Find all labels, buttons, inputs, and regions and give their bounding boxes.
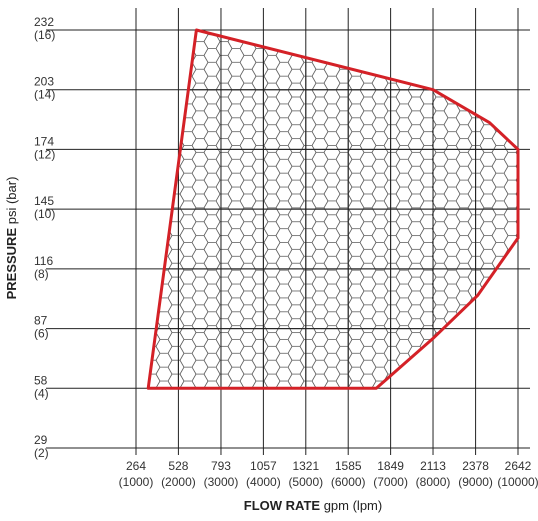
y-tick-bar: (4) (34, 386, 49, 400)
x-tick-label: 2113 (8000) (416, 459, 451, 489)
x-tick-lpm: (2000) (161, 475, 196, 489)
y-tick-bar: (6) (34, 327, 49, 341)
x-axis-label-bold: FLOW RATE (244, 498, 321, 513)
x-tick-gpm: 1849 (377, 459, 404, 473)
x-tick-lpm: (10000) (497, 475, 538, 489)
y-tick-bar: (2) (34, 446, 49, 460)
x-tick-lpm: (4000) (246, 475, 281, 489)
y-tick-bar: (12) (34, 147, 55, 161)
y-tick-bar: (14) (34, 88, 55, 102)
x-tick-gpm: 1585 (335, 459, 362, 473)
x-tick-lpm: (5000) (288, 475, 323, 489)
y-tick-psi: 174 (34, 134, 54, 148)
y-tick-psi: 232 (34, 15, 54, 29)
x-tick-gpm: 1057 (250, 459, 277, 473)
y-tick-psi: 29 (34, 433, 48, 447)
x-tick-label: 264 (1000) (119, 459, 154, 489)
x-tick-label: 1057 (4000) (246, 459, 281, 489)
x-tick-lpm: (9000) (458, 475, 493, 489)
x-tick-gpm: 2642 (505, 459, 532, 473)
operating-region-outline (146, 28, 520, 390)
x-tick-lpm: (7000) (373, 475, 408, 489)
x-tick-gpm: 1321 (292, 459, 319, 473)
y-tick-label: 145(10) (34, 194, 55, 221)
x-tick-label: 2642 (10000) (497, 459, 538, 489)
y-tick-psi: 87 (34, 314, 48, 328)
y-tick-label: 232(16) (34, 15, 55, 42)
x-tick-label: 793 (3000) (204, 459, 239, 489)
y-axis-label-units: psi (bar) (4, 177, 19, 228)
x-axis-label: FLOW RATE gpm (lpm) (244, 498, 382, 513)
y-tick-label: 116(8) (34, 254, 53, 281)
y-tick-bar: (16) (34, 28, 55, 42)
y-tick-label: 203(14) (34, 75, 55, 102)
x-tick-gpm: 528 (168, 459, 188, 473)
y-tick-label: 174(12) (34, 134, 55, 161)
x-tick-label: 1585 (6000) (331, 459, 366, 489)
y-axis-label: PRESSURE psi (bar) (4, 177, 19, 300)
y-tick-labels: 29(2)58(4)87(6)116(8)145(10)174(12)203(1… (34, 15, 55, 460)
y-tick-label: 87(6) (34, 314, 49, 341)
x-tick-label: 2378 (9000) (458, 459, 493, 489)
y-tick-bar: (8) (34, 267, 49, 281)
y-tick-bar: (10) (34, 207, 55, 221)
x-tick-gpm: 2378 (462, 459, 489, 473)
x-tick-labels: 264 (1000) 528 (2000) 793 (3000) 1057 (4000) 132… (119, 459, 538, 489)
x-tick-label: 528 (2000) (161, 459, 196, 489)
y-tick-psi: 58 (34, 373, 48, 387)
y-axis-label-bold: PRESSURE (4, 228, 19, 300)
x-tick-label: 1321 (5000) (288, 459, 323, 489)
x-tick-lpm: (8000) (416, 475, 451, 489)
x-tick-lpm: (3000) (204, 475, 239, 489)
x-axis-label-units: gpm (lpm) (320, 498, 382, 513)
x-tick-lpm: (1000) (119, 475, 154, 489)
x-tick-gpm: 2113 (420, 459, 446, 473)
y-tick-psi: 116 (34, 254, 53, 268)
x-tick-label: 1849 (7000) (373, 459, 408, 489)
y-tick-label: 58(4) (34, 373, 49, 400)
x-tick-lpm: (6000) (331, 475, 366, 489)
y-tick-label: 29(2) (34, 433, 49, 460)
y-tick-psi: 203 (34, 75, 54, 89)
x-tick-gpm: 264 (126, 459, 146, 473)
y-tick-psi: 145 (34, 194, 54, 208)
x-tick-gpm: 793 (211, 459, 231, 473)
